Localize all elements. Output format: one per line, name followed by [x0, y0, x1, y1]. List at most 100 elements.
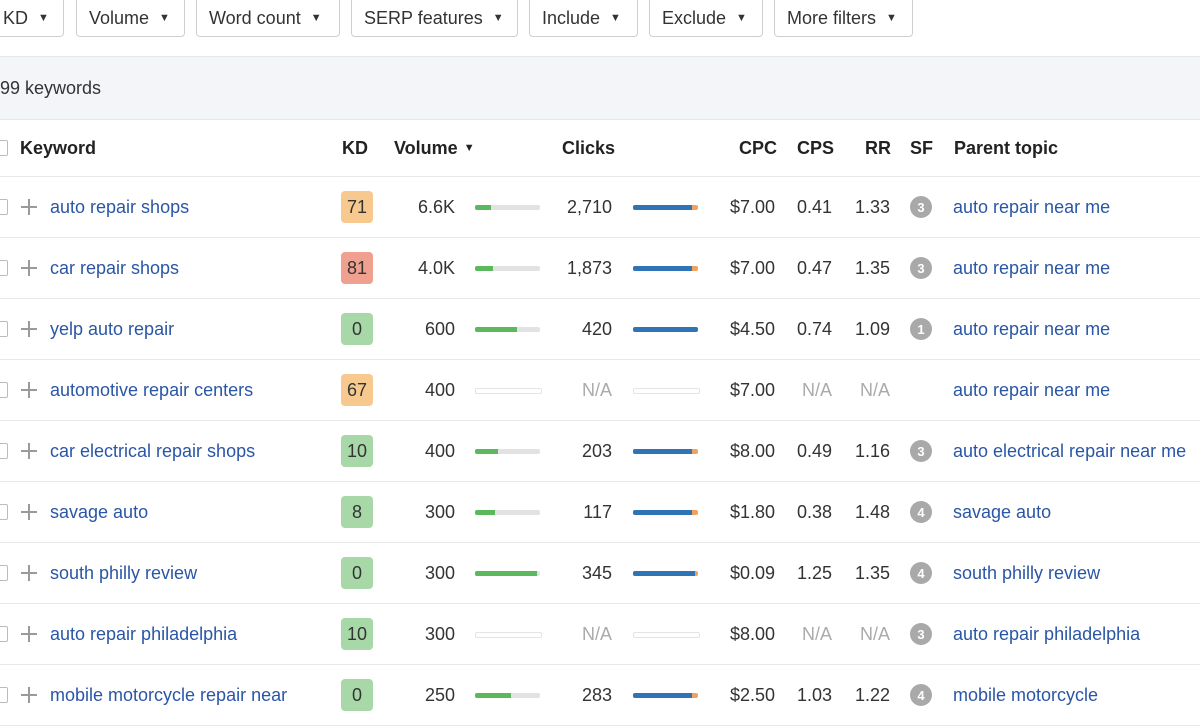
filter-kd-button[interactable]: KD ▼ [0, 0, 64, 37]
kd-badge: 81 [341, 252, 373, 284]
filter-serp-features-label: SERP features [364, 7, 483, 28]
serp-features-count-badge[interactable]: 4 [910, 501, 932, 523]
keyword-link[interactable]: yelp auto repair [50, 318, 175, 339]
header-cpc[interactable]: CPC [739, 137, 778, 158]
cps-value: 0.74 [796, 318, 832, 339]
add-to-list-plus-icon[interactable] [20, 442, 38, 460]
volume-bar-fill [475, 205, 492, 210]
serp-features-count-badge[interactable]: 1 [910, 318, 932, 340]
volume-bar [475, 693, 540, 698]
keyword-link[interactable]: auto repair philadelphia [50, 623, 238, 644]
header-volume-label: Volume [394, 137, 458, 158]
clicks-value: 2,710 [566, 196, 612, 217]
clicks-bar [633, 632, 700, 638]
volume-bar [475, 510, 540, 515]
volume-bar [475, 571, 540, 576]
row-checkbox[interactable] [0, 321, 8, 337]
table-row: south philly review 0 300 345 $0.09 1.25 1.35 4… [0, 543, 1200, 604]
volume-bar-fill [475, 571, 537, 576]
sort-desc-icon: ▼ [463, 142, 475, 154]
header-cps[interactable]: CPS [797, 137, 835, 158]
clicks-value: 1,873 [566, 257, 612, 278]
cps-value: 0.47 [796, 257, 832, 278]
header-sf[interactable]: SF [910, 137, 934, 158]
parent-topic-link[interactable]: auto repair near me [953, 196, 1111, 217]
serp-features-count-badge[interactable]: 3 [910, 623, 932, 645]
clicks-bar [633, 388, 700, 394]
add-to-list-plus-icon[interactable] [20, 503, 38, 521]
header-volume[interactable]: Volume ▼ [394, 120, 475, 176]
parent-topic-link[interactable]: auto electrical repair near me [953, 440, 1187, 461]
keyword-link[interactable]: car electrical repair shops [50, 440, 256, 461]
keyword-link[interactable]: mobile motorcycle repair near [50, 684, 288, 705]
parent-topic-link[interactable]: south philly review [953, 562, 1101, 583]
row-checkbox[interactable] [0, 382, 8, 398]
add-to-list-plus-icon[interactable] [20, 259, 38, 277]
keyword-count: 99 keywords [0, 77, 102, 98]
filter-word-count-button[interactable]: Word count ▼ [196, 0, 340, 37]
volume-value: 300 [424, 562, 455, 583]
header-clicks[interactable]: Clicks [562, 137, 616, 158]
serp-features-count-badge[interactable]: 3 [910, 196, 932, 218]
add-to-list-plus-icon[interactable] [20, 686, 38, 704]
volume-value: 400 [424, 440, 455, 461]
serp-features-count-badge[interactable]: 4 [910, 684, 932, 706]
clicks-bar [633, 205, 698, 210]
parent-topic-link[interactable]: mobile motorcycle [953, 684, 1099, 705]
parent-topic-link[interactable]: auto repair near me [953, 257, 1111, 278]
volume-value: 6.6K [417, 196, 455, 217]
row-checkbox[interactable] [0, 443, 8, 459]
filter-include-button[interactable]: Include ▼ [529, 0, 638, 37]
header-parent-topic[interactable]: Parent topic [954, 137, 1059, 158]
parent-topic-link[interactable]: auto repair near me [953, 318, 1111, 339]
clicks-paid-fill [691, 449, 698, 454]
add-to-list-plus-icon[interactable] [20, 625, 38, 643]
table-row: savage auto 8 300 117 $1.80 0.38 1.48 4 savage a… [0, 482, 1200, 543]
filter-more-label: More filters [787, 7, 877, 28]
chevron-down-icon: ▼ [492, 12, 504, 24]
keyword-link[interactable]: savage auto [50, 501, 149, 522]
row-checkbox[interactable] [0, 504, 8, 520]
clicks-paid-fill [691, 510, 698, 515]
add-to-list-plus-icon[interactable] [20, 564, 38, 582]
filter-serp-features-button[interactable]: SERP features ▼ [351, 0, 518, 37]
filter-word-count-label: Word count [209, 7, 301, 28]
row-checkbox[interactable] [0, 260, 8, 276]
clicks-value: 203 [581, 440, 612, 461]
row-checkbox[interactable] [0, 687, 8, 703]
row-checkbox[interactable] [0, 565, 8, 581]
keyword-link[interactable]: car repair shops [50, 257, 180, 278]
cpc-value: $7.00 [729, 379, 775, 400]
clicks-bar [633, 510, 698, 515]
header-rr[interactable]: RR [865, 137, 891, 158]
row-checkbox[interactable] [0, 199, 8, 215]
cps-value: 0.41 [796, 196, 832, 217]
keyword-count-bar: 99 keywords [0, 56, 1200, 120]
row-checkbox[interactable] [0, 626, 8, 642]
select-all-checkbox[interactable] [0, 140, 8, 156]
clicks-organic-fill [633, 571, 695, 576]
filter-volume-button[interactable]: Volume ▼ [76, 0, 185, 37]
header-keyword[interactable]: Keyword [20, 137, 97, 158]
add-to-list-plus-icon[interactable] [20, 381, 38, 399]
header-kd[interactable]: KD [342, 137, 368, 158]
kd-badge: 0 [341, 557, 373, 589]
keyword-link[interactable]: south philly review [50, 562, 198, 583]
parent-topic-link[interactable]: auto repair near me [953, 379, 1111, 400]
filter-more-button[interactable]: More filters ▼ [774, 0, 913, 37]
serp-features-count-badge[interactable]: 3 [910, 257, 932, 279]
parent-topic-link[interactable]: auto repair philadelphia [953, 623, 1141, 644]
table-row: mobile motorcycle repair near 0 250 283 $2.5… [0, 665, 1200, 726]
volume-value: 300 [424, 501, 455, 522]
keyword-link[interactable]: auto repair shops [50, 196, 190, 217]
volume-value: 300 [424, 623, 455, 644]
serp-features-count-badge[interactable]: 4 [910, 562, 932, 584]
chevron-down-icon: ▼ [38, 12, 49, 24]
serp-features-count-badge[interactable]: 3 [910, 440, 932, 462]
parent-topic-link[interactable]: savage auto [953, 501, 1052, 522]
filter-exclude-button[interactable]: Exclude ▼ [649, 0, 763, 37]
add-to-list-plus-icon[interactable] [20, 198, 38, 216]
keyword-link[interactable]: automotive repair centers [50, 379, 254, 400]
add-to-list-plus-icon[interactable] [20, 320, 38, 338]
clicks-paid-fill [694, 571, 698, 576]
